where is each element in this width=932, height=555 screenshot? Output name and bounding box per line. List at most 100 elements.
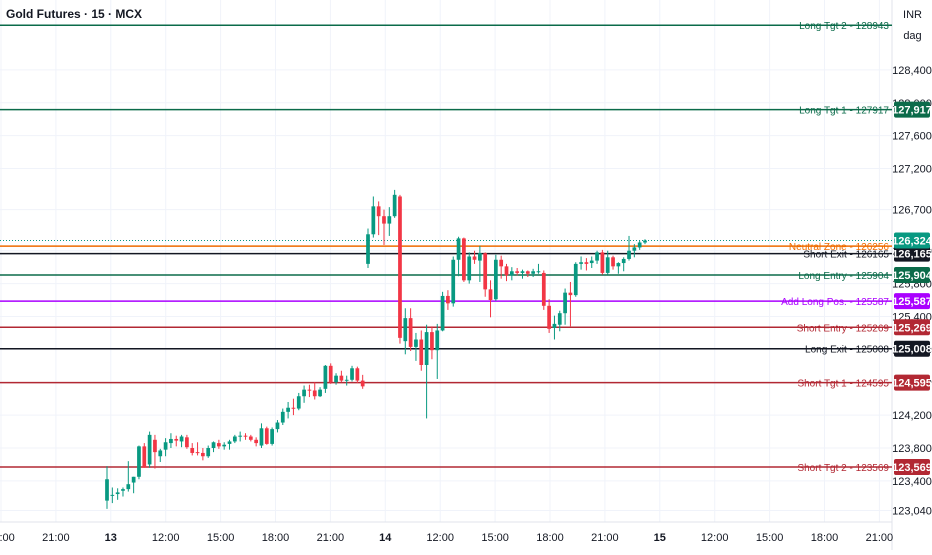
candle-body bbox=[632, 247, 637, 251]
candle-body bbox=[414, 339, 418, 347]
candle-body bbox=[110, 494, 115, 496]
candle-body bbox=[163, 442, 168, 450]
candle-body bbox=[147, 434, 152, 465]
price-tag-box-short-tgt-2 bbox=[894, 459, 930, 476]
time-tick-label: 15 bbox=[654, 532, 666, 544]
time-tick-label: 12:00 bbox=[701, 532, 729, 544]
candle-body bbox=[467, 256, 472, 281]
candle-body bbox=[552, 323, 557, 328]
time-tick-label: 14 bbox=[379, 532, 392, 544]
candle-body bbox=[643, 240, 647, 243]
candle-body bbox=[456, 238, 461, 260]
candle-body bbox=[627, 250, 631, 259]
price-tag-text-short-tgt-1: 124,595 bbox=[892, 378, 932, 390]
candle-body bbox=[302, 389, 306, 397]
candle-body bbox=[121, 489, 125, 491]
candle-body bbox=[216, 443, 221, 447]
level-label-short-tgt-1: Short Tgt 1 - 124595 bbox=[797, 379, 889, 390]
time-tick-label: 21:00 bbox=[866, 532, 894, 544]
candle-body bbox=[153, 439, 157, 453]
price-axis[interactable]: 123,040123,400123,800124,200124,600125,0… bbox=[892, 65, 932, 518]
time-tick-label: 12:00 bbox=[426, 532, 454, 544]
candle-body bbox=[286, 407, 290, 412]
price-tag-text-long-exit: 125,008 bbox=[892, 344, 932, 356]
candle-body bbox=[195, 452, 200, 454]
candle-body bbox=[318, 389, 322, 397]
candle-body bbox=[355, 368, 360, 381]
time-tick-label: 18:00 bbox=[536, 532, 564, 544]
candle-body bbox=[232, 436, 237, 442]
price-tag-text-long-tgt-1: 127,917 bbox=[892, 105, 932, 117]
candle-body bbox=[360, 380, 365, 387]
candle-body bbox=[344, 379, 349, 381]
level-label-long-tgt-1: Long Tgt 1 - 127917 bbox=[799, 106, 889, 117]
candle-body bbox=[105, 479, 109, 501]
candle-body bbox=[238, 435, 243, 437]
candle-body bbox=[339, 375, 344, 381]
candle-body bbox=[440, 295, 445, 331]
candle-body bbox=[605, 257, 610, 273]
candle-body bbox=[563, 292, 567, 314]
candle-body bbox=[259, 428, 264, 446]
candle-body bbox=[472, 256, 477, 260]
candle-body bbox=[142, 446, 147, 468]
price-tag-text-add-long-pos: 125,587 bbox=[892, 296, 932, 308]
candle-body bbox=[547, 305, 551, 329]
candle-body bbox=[568, 292, 573, 296]
candle-body bbox=[483, 253, 488, 290]
candle-body bbox=[435, 330, 440, 351]
levels-layer: Long Tgt 2 - 128943 Long Tgt 1 - 127917 Ne… bbox=[0, 21, 892, 474]
time-axis[interactable]: 18:00 21:00 13 12:00 15:00 18:00 21:00 14 12:00 1… bbox=[0, 532, 893, 544]
candle-body bbox=[462, 238, 466, 281]
price-tick-label: 123,400 bbox=[892, 476, 932, 488]
candle-body bbox=[600, 252, 605, 273]
candle-body bbox=[185, 437, 189, 448]
candle-body bbox=[541, 272, 546, 306]
candle-body bbox=[291, 407, 296, 409]
candle-body bbox=[595, 252, 599, 261]
level-label-short-entry: Short Entry - 125269 bbox=[797, 323, 890, 334]
unit-button[interactable]: dag bbox=[903, 30, 922, 42]
time-tick-label: 15:00 bbox=[756, 532, 784, 544]
candle-body bbox=[408, 318, 413, 347]
chart-title: Gold Futures · 15 · MCX bbox=[6, 7, 143, 21]
candle-body bbox=[398, 196, 402, 338]
candle-body bbox=[158, 450, 163, 457]
time-tick-label: 15:00 bbox=[481, 532, 509, 544]
candle-body bbox=[201, 452, 205, 457]
currency-button[interactable]: INR bbox=[903, 9, 922, 21]
candle-body bbox=[280, 411, 285, 423]
candle-body bbox=[222, 444, 227, 447]
time-tick-label: 21:00 bbox=[317, 532, 345, 544]
candle-body bbox=[190, 448, 195, 453]
candle-body bbox=[254, 439, 259, 444]
candle-body bbox=[493, 259, 498, 300]
current-price-tag-text: 126,324 bbox=[892, 236, 932, 248]
candle-body bbox=[430, 332, 434, 351]
candle-body bbox=[573, 263, 578, 296]
candle-body bbox=[328, 365, 333, 383]
candle-body bbox=[557, 313, 562, 325]
candle-body bbox=[126, 484, 131, 490]
time-tick-label: 21:00 bbox=[591, 532, 619, 544]
candle-body bbox=[248, 436, 253, 440]
candle-body bbox=[307, 389, 312, 391]
time-tick-label: 12:00 bbox=[152, 532, 180, 544]
candle-body bbox=[270, 429, 274, 444]
candle-body bbox=[446, 295, 450, 304]
candle-body bbox=[392, 194, 397, 217]
candle-body bbox=[637, 242, 642, 248]
price-tags-layer: 127,917126,256126,165125,904125,587125,2… bbox=[892, 101, 932, 476]
candle-body bbox=[520, 271, 525, 273]
price-tag-box-short-entry bbox=[894, 319, 930, 336]
price-tick-label: 128,400 bbox=[892, 65, 932, 77]
price-tag-box-short-exit bbox=[894, 245, 930, 262]
price-tag-box-long-entry bbox=[894, 267, 930, 284]
grid-layer bbox=[0, 0, 892, 522]
level-label-short-tgt-2: Short Tgt 2 - 123569 bbox=[797, 463, 889, 474]
price-tick-label: 127,200 bbox=[892, 164, 932, 176]
candle-body bbox=[174, 438, 179, 441]
candle-body bbox=[478, 253, 482, 261]
